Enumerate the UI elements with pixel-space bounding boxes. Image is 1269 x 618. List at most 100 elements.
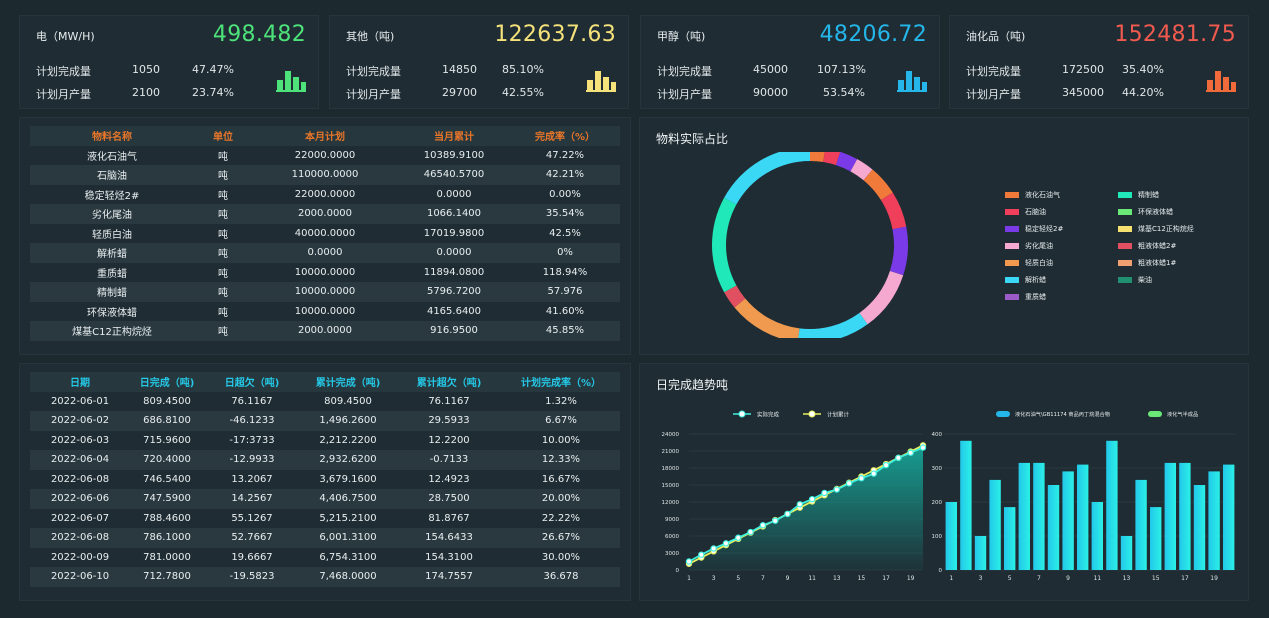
table-cell: 4165.6400 [426, 305, 482, 317]
data-point [685, 558, 693, 565]
bar [1062, 471, 1074, 570]
data-point [858, 474, 865, 482]
data-point [907, 449, 914, 456]
table-cell: 轻质白油 [92, 229, 132, 241]
table-cell: 10.00% [541, 434, 581, 446]
table-cell: 稳定轻烃2# [84, 190, 140, 202]
legend-item[interactable]: 精制蜡 [1118, 190, 1159, 200]
data-point [698, 551, 705, 558]
bar [1018, 462, 1030, 570]
donut-slice [810, 152, 825, 163]
table-cell: 712.7800 [130, 567, 204, 587]
table-cell: 吨 [194, 204, 252, 224]
y-tick-label: 6000 [665, 534, 679, 540]
table-cell: 5796.7200 [398, 282, 510, 302]
table-row: 重质蜡 吨 10000.0000 11894.0800 118.94% [30, 263, 620, 283]
bar [1004, 507, 1016, 570]
legend-item[interactable]: 柴油 [1118, 275, 1152, 285]
table-cell: 154.3100 [425, 551, 473, 563]
legend-item[interactable]: 轻质白油 [1005, 258, 1053, 268]
table-cell: 劣化尾油 [30, 204, 194, 224]
donut-slice [850, 159, 873, 181]
trend-chart-title: 日完成趋势吨 [656, 378, 729, 392]
legend-item[interactable]: 劣化尾油 [1005, 241, 1053, 251]
data-point [747, 528, 754, 536]
x-tick-label: 11 [1093, 575, 1101, 582]
table-cell: 17019.9800 [423, 227, 485, 239]
y-tick-label: 24000 [662, 432, 680, 438]
bar-chart-icon [1206, 71, 1236, 92]
legend-label: 粗液体蜡2# [1138, 242, 1177, 250]
table-cell: 781.0000 [143, 551, 191, 563]
table-cell: 22.22% [541, 512, 581, 524]
x-tick-label: 17 [882, 575, 890, 582]
table-cell: 1066.1400 [398, 204, 510, 224]
legend-item[interactable]: 重质蜡 [1005, 292, 1046, 302]
table-cell: 2022-06-10 [30, 567, 130, 587]
bar [1223, 464, 1235, 570]
table-cell: 2,932.6200 [300, 450, 396, 470]
table-cell: 686.8100 [130, 411, 204, 431]
table-cell: 76.1167 [428, 395, 470, 407]
legend-item[interactable]: 粗液体蜡2# [1118, 241, 1176, 251]
table-cell: 174.7557 [396, 567, 502, 587]
x-tick-label: 15 [858, 575, 866, 582]
table-cell: 2022-06-08 [50, 473, 110, 485]
data-point [882, 461, 890, 469]
kpi-value: 48206.72 [819, 22, 927, 47]
table-row: 2022-06-10 712.7800 -19.5823 7,468.0000 174.… [30, 567, 620, 587]
table-row: 2022-06-04 720.4000 -12.9933 2,932.6200 -0.7… [30, 450, 620, 470]
y-tick-label: 9000 [665, 517, 679, 523]
column-header: 单位 [194, 126, 252, 146]
legend-label: 劣化尾油 [1025, 242, 1053, 250]
table-cell: 45.85% [510, 321, 620, 341]
table-cell: 石脑油 [30, 165, 194, 185]
donut-slice [889, 226, 908, 276]
legend-item[interactable]: 稳定轻烃2# [1005, 224, 1063, 234]
bar [1033, 462, 1045, 570]
daily-table: 日期 日完成（吨) 日超欠（吨) 累计完成（吨) 累计超欠（吨) 计划完成率（%… [30, 372, 620, 587]
x-tick-label: 17 [1181, 575, 1189, 582]
table-cell: 809.4500 [324, 395, 372, 407]
bar [1164, 462, 1176, 570]
legend-label: 液化石油气 [1025, 191, 1060, 199]
table-cell: 46540.5700 [398, 165, 510, 185]
kpi-card-other: 其他（吨) 122637.63 计划完成量 14850 85.10% 计划月产量 29… [330, 16, 628, 108]
y-tick-label: 12000 [662, 500, 680, 506]
table-row: 轻质白油 吨 40000.0000 17019.9800 42.5% [30, 224, 620, 244]
table-cell: 720.4000 [130, 450, 204, 470]
legend-item[interactable]: 煤基C12正构烷烃 [1118, 224, 1194, 234]
column-header: 完成率（%） [510, 126, 620, 146]
table-cell: 41.60% [545, 305, 585, 317]
legend-item[interactable]: 粗液体蜡1# [1118, 258, 1176, 268]
bar [1208, 471, 1220, 570]
legend-item[interactable]: 石脑油 [1005, 207, 1046, 217]
table-cell: 118.94% [542, 266, 588, 278]
table-row: 2022-06-02 686.8100 -46.1233 1,496.2600 29.5… [30, 411, 620, 431]
table-cell: 重质蜡 [97, 268, 127, 280]
table-cell: 42.5% [549, 227, 581, 239]
table-cell: 6,001.3100 [300, 528, 396, 548]
table-cell: 809.4500 [143, 395, 191, 407]
legend-item[interactable]: 解析蜡 [1005, 275, 1046, 285]
column-header: 计划完成率（%） [502, 372, 620, 392]
data-point [845, 480, 853, 487]
legend-item[interactable]: 环保液体蜡 [1118, 207, 1173, 217]
column-header: 日期 [30, 372, 130, 392]
legend-label: 重质蜡 [1025, 293, 1046, 301]
y-tick-label: 200 [932, 500, 943, 506]
table-cell: 746.5400 [143, 473, 191, 485]
legend-swatch [996, 411, 1010, 417]
legend-item[interactable]: 液化石油气 [1005, 190, 1060, 200]
bar [974, 536, 987, 570]
legend-label: 石脑油 [1025, 208, 1046, 216]
table-row: 2022-06-08 746.5400 13.2067 3,679.1600 12.49… [30, 470, 620, 490]
kpi-value: 152481.75 [1114, 22, 1236, 47]
data-point [735, 534, 742, 541]
table-cell: 吨 [218, 190, 228, 202]
table-cell: 715.9600 [143, 434, 191, 446]
table-row: 2022-06-08 786.1000 52.7667 6,001.3100 154.6… [30, 528, 620, 548]
table-header-row: 日期 日完成（吨) 日超欠（吨) 累计完成（吨) 累计超欠（吨) 计划完成率（%… [30, 372, 620, 392]
table-cell: 22000.0000 [294, 188, 356, 200]
table-cell: 吨 [218, 268, 228, 280]
